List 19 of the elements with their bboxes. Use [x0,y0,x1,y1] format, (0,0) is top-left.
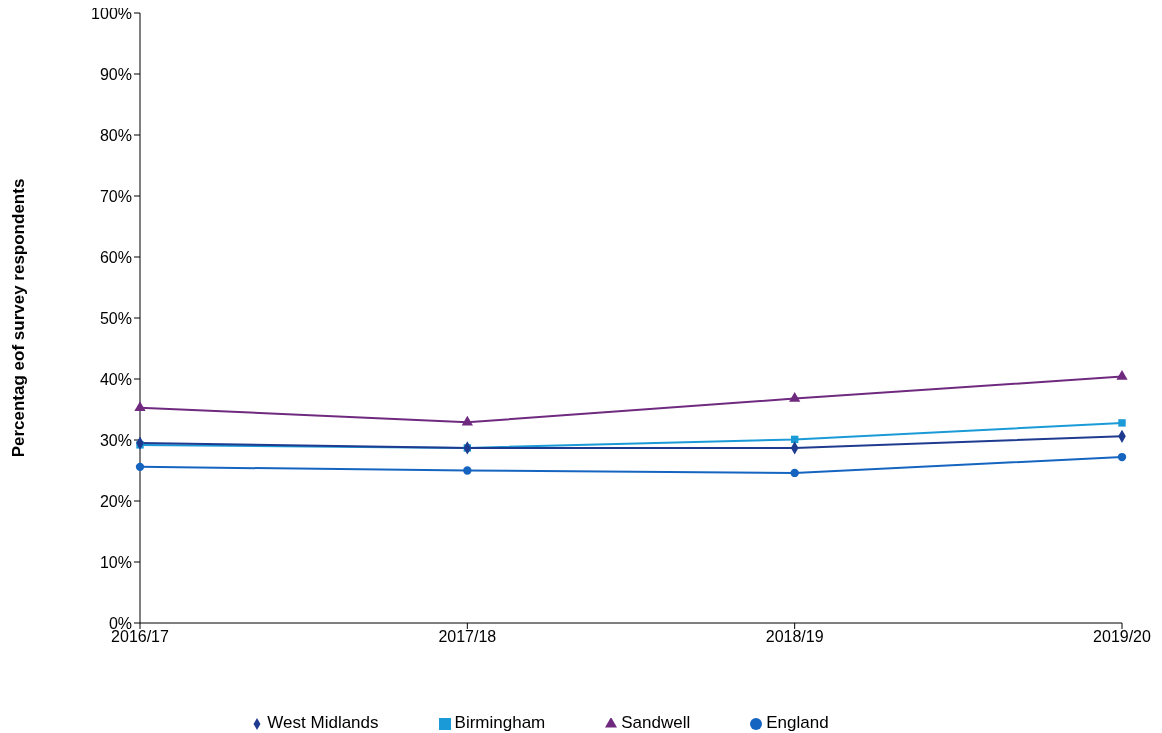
y-axis-title: Percentag eof survey respondents [9,178,29,458]
y-tick-label: 30% [99,431,132,449]
x-tick-label: 2019/20 [1093,628,1152,646]
x-tick-label: 2017/18 [438,628,497,646]
legend-label: England [766,713,829,732]
y-tick-label: 10% [99,553,132,571]
y-tick-label: 70% [99,187,132,205]
y-tick-label: 100% [91,4,132,22]
y-tick-label: 40% [99,370,132,388]
legend-label: West Midlands [267,713,379,732]
x-tick-label: 2018/19 [765,628,824,646]
legend-label: Sandwell [621,713,691,732]
legend-label: Birmingham [454,713,546,732]
y-tick-label: 60% [99,248,132,266]
x-tick-label: 2016/17 [111,628,170,646]
y-tick-label: 80% [99,126,132,144]
y-tick-label: 90% [99,65,132,83]
y-tick-label: 50% [99,309,132,327]
y-tick-label: 20% [99,492,132,510]
